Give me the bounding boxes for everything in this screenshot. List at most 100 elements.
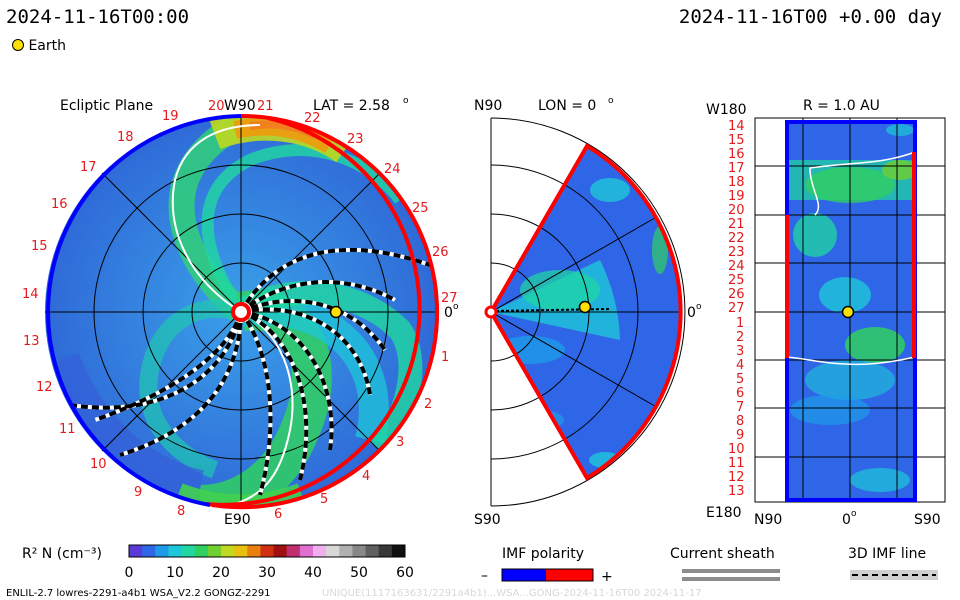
carrington-label-19: 19 xyxy=(162,109,179,124)
ecliptic-lat-degree: o xyxy=(403,96,409,106)
carrington-label-21: 21 xyxy=(257,99,274,114)
radius-tick-7: 7 xyxy=(736,400,744,415)
radius-tick-26: 26 xyxy=(728,287,745,302)
carrington-label-1: 1 xyxy=(441,350,449,365)
earth-marker-icon xyxy=(12,39,24,51)
carrington-label-17: 17 xyxy=(80,160,97,175)
radius-tick-4: 4 xyxy=(736,358,744,373)
colorbar-tick-label: 0 xyxy=(125,565,134,581)
carrington-label-11: 11 xyxy=(59,422,76,437)
colorbar-swatch xyxy=(129,545,143,557)
radius-tick-12: 12 xyxy=(728,470,745,485)
colorbar-swatch xyxy=(181,545,196,557)
colorbar-swatch xyxy=(194,545,209,557)
meridional-sun-marker xyxy=(484,305,498,319)
imf-polarity-frame xyxy=(501,568,594,582)
colorbar-swatch xyxy=(207,545,222,557)
colorbar-swatch xyxy=(234,545,248,557)
ecliptic-sector-boundary xyxy=(171,124,261,313)
radius-tick-1: 1 xyxy=(736,316,744,331)
carrington-label-2: 2 xyxy=(424,397,432,412)
meridional-panel: N90 LON = 0 o S90 0 o xyxy=(474,96,702,528)
colorbar-swatches xyxy=(129,545,406,557)
colorbar-swatch xyxy=(326,545,340,557)
radius-tick-24: 24 xyxy=(728,259,745,274)
radius-panel: R = 1.0 AU W180 E180 N90 0 o S90 14 15 1… xyxy=(706,98,946,528)
carrington-label-13: 13 xyxy=(23,334,40,349)
carrington-label-5: 5 xyxy=(320,492,328,507)
meridional-top-label: N90 xyxy=(474,98,502,114)
carrington-label-18: 18 xyxy=(117,130,134,145)
ecliptic-imf-lines xyxy=(69,247,431,496)
radius-bottom-tick-n90: N90 xyxy=(754,512,782,528)
colorbar-swatch xyxy=(155,545,169,557)
colorbar-swatch xyxy=(260,545,275,557)
meridional-bottom-label: S90 xyxy=(474,512,501,528)
ecliptic-lat-label: LAT = 2.58 xyxy=(313,98,390,114)
colorbar-swatch xyxy=(221,545,235,557)
imf-polarity-label: IMF polarity xyxy=(502,546,584,562)
footer-id: UNIQUE(1117163631/2291a4b1)...WSA...GONG… xyxy=(322,588,702,599)
carrington-label-12: 12 xyxy=(36,380,53,395)
colorbar-tick-label: 50 xyxy=(350,565,368,581)
ecliptic-top-label: W90 xyxy=(224,98,256,114)
radius-bottom-tick-s90: S90 xyxy=(914,512,941,528)
current-sheath-swatch xyxy=(682,569,780,573)
meridional-right-label: 0 xyxy=(687,305,696,321)
carrington-label-27: 27 xyxy=(441,291,458,306)
carrington-label-8: 8 xyxy=(177,504,185,519)
carrington-label-10: 10 xyxy=(90,457,107,472)
ecliptic-right-label: 0 xyxy=(444,305,453,321)
imf-polarity-plus: + xyxy=(601,569,613,585)
radius-earth-marker xyxy=(841,305,855,319)
radius-sector-boundary xyxy=(786,356,916,366)
carrington-label-23: 23 xyxy=(347,132,364,147)
carrington-label-4: 4 xyxy=(362,469,370,484)
carrington-label-6: 6 xyxy=(274,507,282,522)
radius-tick-8: 8 xyxy=(736,414,744,429)
colorbar-swatch xyxy=(313,545,327,557)
carrington-label-25: 25 xyxy=(412,201,429,216)
colorbar-swatch xyxy=(339,545,353,557)
ecliptic-rim-positive xyxy=(204,116,422,507)
meridional-rim xyxy=(488,143,683,481)
radius-tick-15: 15 xyxy=(728,133,745,148)
radius-tick-6: 6 xyxy=(736,386,744,401)
footer-version: ENLIL-2.7 lowres-2291-a4b1 WSA_V2.2 GONG… xyxy=(6,588,271,599)
radius-tick-22: 22 xyxy=(728,231,745,246)
radius-bottom-tick-0-degree: o xyxy=(851,509,857,519)
ecliptic-panel: Ecliptic Plane W90 LAT = 2.58 o E90 0 o … xyxy=(22,96,459,528)
radius-tick-10: 10 xyxy=(728,442,745,457)
colorbar: R² N (cm⁻³) 0 10 20 30 40 50 60 xyxy=(22,544,414,581)
ecliptic-right-degree: o xyxy=(453,302,459,312)
carrington-label-20: 20 xyxy=(208,99,225,114)
current-sheath-label: Current sheath xyxy=(670,546,775,562)
colorbar-tick-label: 30 xyxy=(258,565,276,581)
earth-marker xyxy=(329,305,343,319)
radius-tick-20: 20 xyxy=(728,203,745,218)
carrington-label-22: 22 xyxy=(304,111,321,126)
radius-tick-25: 25 xyxy=(728,273,745,288)
carrington-label-15: 15 xyxy=(31,239,48,254)
meridional-earth-marker xyxy=(578,300,592,314)
colorbar-swatch xyxy=(142,545,156,557)
colorbar-swatch xyxy=(168,545,183,557)
radius-tick-21: 21 xyxy=(728,217,745,232)
sun-marker xyxy=(231,302,251,322)
radius-tick-3: 3 xyxy=(736,344,744,359)
ecliptic-bottom-label: E90 xyxy=(224,512,251,528)
imf-polarity-minus: – xyxy=(481,568,488,584)
colorbar-frame xyxy=(128,544,406,558)
colorbar-swatch xyxy=(247,545,261,557)
meridional-lon-degree: o xyxy=(608,96,614,106)
earth-legend-label: Earth xyxy=(28,38,66,54)
radius-tick-9: 9 xyxy=(736,428,744,443)
radius-sector-boundary xyxy=(809,151,916,216)
imf-polarity-legend: IMF polarity – + xyxy=(481,546,613,585)
ecliptic-rim-positive xyxy=(211,114,440,510)
radius-tick-19: 19 xyxy=(728,189,745,204)
radius-tick-14: 14 xyxy=(728,119,745,134)
radius-top-left-label: W180 xyxy=(706,102,747,118)
colorbar-swatch xyxy=(352,545,367,557)
radius-bottom-left-label: E180 xyxy=(706,505,742,521)
